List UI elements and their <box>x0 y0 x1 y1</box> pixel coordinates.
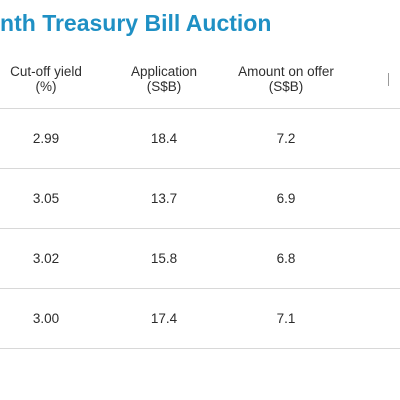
cell-application: 17.4 <box>150 311 178 326</box>
cell-cutoff-yield: 3.02 <box>32 251 60 266</box>
header-cutoff-column-edge <box>388 50 400 108</box>
header-application-label: Application <box>130 64 198 79</box>
cell-amount-on-offer: 6.8 <box>276 251 296 266</box>
cell-amount-on-offer: 7.1 <box>276 311 296 326</box>
header-application: Application (S$B) <box>104 50 224 108</box>
cell-amount-on-offer: 6.9 <box>276 191 296 206</box>
header-amount-on-offer: Amount on offer (S$B) <box>220 50 352 108</box>
cell-cutoff-yield: 2.99 <box>32 131 60 146</box>
cell-application: 13.7 <box>150 191 178 206</box>
cell-application: 18.4 <box>150 131 178 146</box>
header-cutoff-yield: Cut-off yield (%) <box>0 50 92 108</box>
cell-cutoff-yield: 3.00 <box>32 311 60 326</box>
cell-amount-on-offer: 7.2 <box>276 131 296 146</box>
cell-application: 15.8 <box>150 251 178 266</box>
table-header-row: Cut-off yield (%) Application (S$B) Amou… <box>0 50 400 109</box>
header-cutoff-yield-unit: (%) <box>35 79 57 94</box>
header-amount-on-offer-unit: (S$B) <box>268 79 304 94</box>
table-row: 2.99 18.4 7.2 <box>0 109 400 169</box>
cut-off-glyph <box>388 72 389 86</box>
auction-table: Cut-off yield (%) Application (S$B) Amou… <box>0 50 400 349</box>
table-row: 3.00 17.4 7.1 <box>0 289 400 349</box>
page-title-container: onth Treasury Bill Auction <box>0 8 400 38</box>
table-row: 3.02 15.8 6.8 <box>0 229 400 289</box>
header-application-unit: (S$B) <box>146 79 182 94</box>
header-cutoff-yield-label: Cut-off yield <box>10 64 82 79</box>
page-title: onth Treasury Bill Auction <box>0 10 272 36</box>
header-amount-on-offer-label: Amount on offer <box>238 64 334 79</box>
cell-cutoff-yield: 3.05 <box>32 191 60 206</box>
table-row: 3.05 13.7 6.9 <box>0 169 400 229</box>
